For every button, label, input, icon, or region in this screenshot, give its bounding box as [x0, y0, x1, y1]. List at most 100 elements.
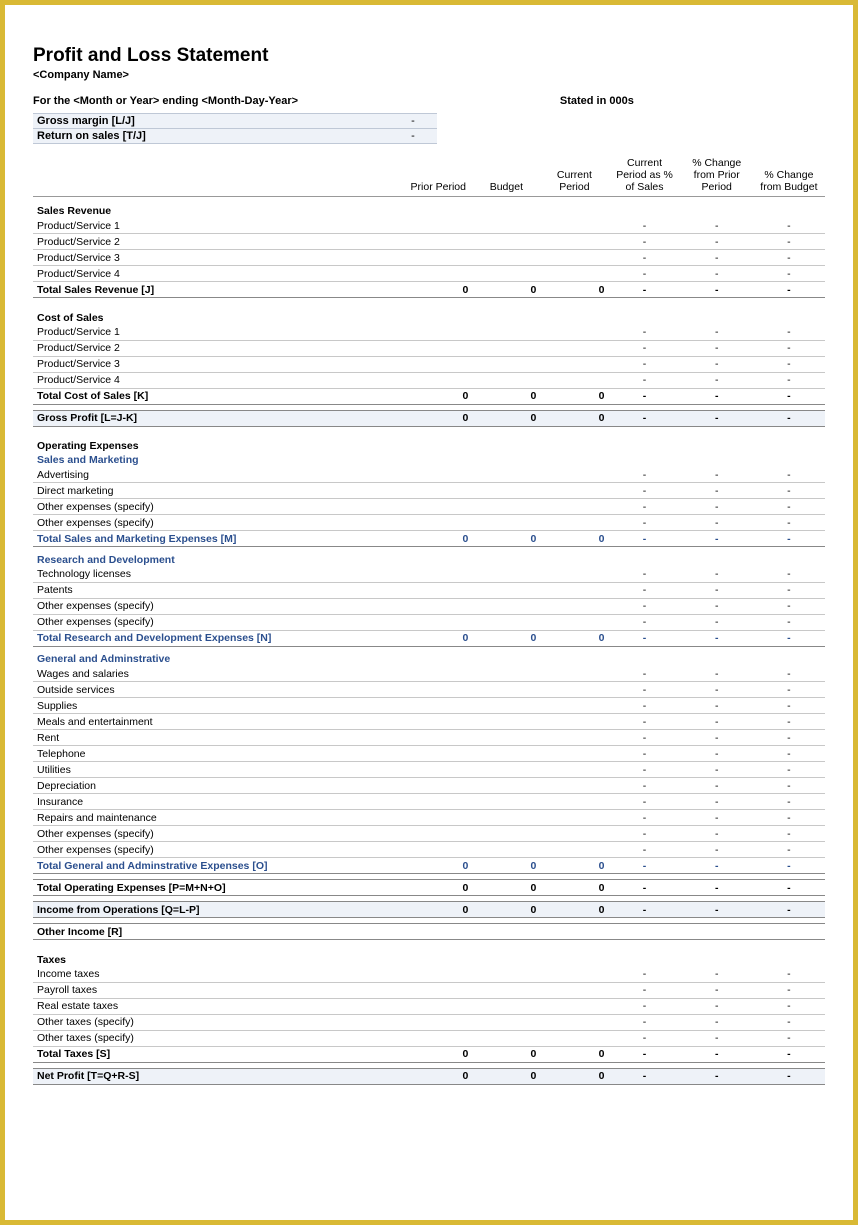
cell [540, 794, 608, 810]
cell [540, 325, 608, 341]
cell: 0 [540, 531, 608, 547]
cell: - [753, 778, 825, 794]
cell [540, 826, 608, 842]
cell: - [753, 762, 825, 778]
cell: - [608, 842, 680, 858]
cell [540, 682, 608, 698]
cell: - [608, 515, 680, 531]
cell: - [608, 666, 680, 682]
row-label: Other taxes (specify) [33, 1030, 404, 1046]
line-item-row: Product/Service 2--- [33, 340, 825, 356]
cell: - [753, 356, 825, 372]
cell [472, 1014, 540, 1030]
pl-statement-page: Profit and Loss Statement <Company Name>… [5, 5, 853, 1105]
total-row: Total Sales and Marketing Expenses [M]00… [33, 531, 825, 547]
cell: - [753, 880, 825, 896]
cell [404, 250, 472, 266]
row-label: Depreciation [33, 778, 404, 794]
cell [404, 924, 472, 940]
cell: 0 [540, 858, 608, 874]
cell [472, 582, 540, 598]
cell: - [608, 902, 680, 918]
cell [404, 794, 472, 810]
cell: - [608, 762, 680, 778]
cell: - [753, 515, 825, 531]
total-row: Total Sales Revenue [J]000--- [33, 282, 825, 298]
cell: - [681, 880, 753, 896]
cell: 0 [540, 1046, 608, 1062]
cell [472, 714, 540, 730]
cell: - [681, 1030, 753, 1046]
cell [540, 762, 608, 778]
total-label: Income from Operations [Q=L-P] [33, 902, 404, 918]
cell [404, 598, 472, 614]
cell: - [608, 325, 680, 341]
row-label: Real estate taxes [33, 998, 404, 1014]
cell [540, 998, 608, 1014]
total-label: Total Research and Development Expenses … [33, 630, 404, 646]
cell: - [608, 218, 680, 234]
cell: - [753, 630, 825, 646]
total-row: Income from Operations [Q=L-P]000--- [33, 902, 825, 918]
cell: - [753, 698, 825, 714]
cell: - [681, 218, 753, 234]
cell: - [753, 826, 825, 842]
cell: - [608, 483, 680, 499]
cell [472, 483, 540, 499]
row-label: Product/Service 2 [33, 234, 404, 250]
cell: - [681, 614, 753, 630]
cell: 0 [540, 902, 608, 918]
line-item-row: Payroll taxes--- [33, 982, 825, 998]
cell: - [753, 810, 825, 826]
row-label: Other expenses (specify) [33, 515, 404, 531]
cell: - [608, 998, 680, 1014]
total-row: Net Profit [T=Q+R-S]000--- [33, 1068, 825, 1084]
cell: - [608, 266, 680, 282]
cell: - [608, 467, 680, 483]
cell [472, 666, 540, 682]
cell: - [608, 531, 680, 547]
total-label: Total Operating Expenses [P=M+N+O] [33, 880, 404, 896]
section-heading: Operating Expenses [33, 432, 825, 453]
subsection-heading: General and Adminstrative [33, 652, 825, 666]
cell: - [681, 483, 753, 499]
total-row: Total Taxes [S]000--- [33, 1046, 825, 1062]
cell [404, 746, 472, 762]
cell: - [753, 682, 825, 698]
cell: - [681, 698, 753, 714]
cell [404, 666, 472, 682]
cell: 0 [404, 880, 472, 896]
line-item-row: Other expenses (specify)--- [33, 614, 825, 630]
cell: - [681, 842, 753, 858]
metric-return-on-sales: Return on sales [T/J] - [33, 129, 437, 144]
row-label: Repairs and maintenance [33, 810, 404, 826]
cell: - [608, 778, 680, 794]
cell: - [608, 598, 680, 614]
cell [472, 340, 540, 356]
cell [472, 372, 540, 388]
cell [472, 730, 540, 746]
col-prior-period: Prior Period [404, 154, 472, 197]
cell: - [753, 372, 825, 388]
line-item-row: Other expenses (specify)--- [33, 826, 825, 842]
cell: - [608, 410, 680, 426]
cell [472, 778, 540, 794]
cell: - [753, 340, 825, 356]
line-item-row: Other expenses (specify)--- [33, 598, 825, 614]
cell [540, 714, 608, 730]
cell [472, 842, 540, 858]
cell: 0 [472, 880, 540, 896]
subhead-row: Sales and Marketing [33, 453, 825, 467]
row-label: Telephone [33, 746, 404, 762]
cell: - [681, 967, 753, 983]
cell: - [608, 1014, 680, 1030]
cell: - [681, 499, 753, 515]
row-label: Product/Service 1 [33, 218, 404, 234]
subsection-heading: Research and Development [33, 553, 825, 567]
cell: - [681, 902, 753, 918]
cell [404, 730, 472, 746]
row-label: Meals and entertainment [33, 714, 404, 730]
cell [404, 467, 472, 483]
cell [540, 483, 608, 499]
cell [472, 810, 540, 826]
